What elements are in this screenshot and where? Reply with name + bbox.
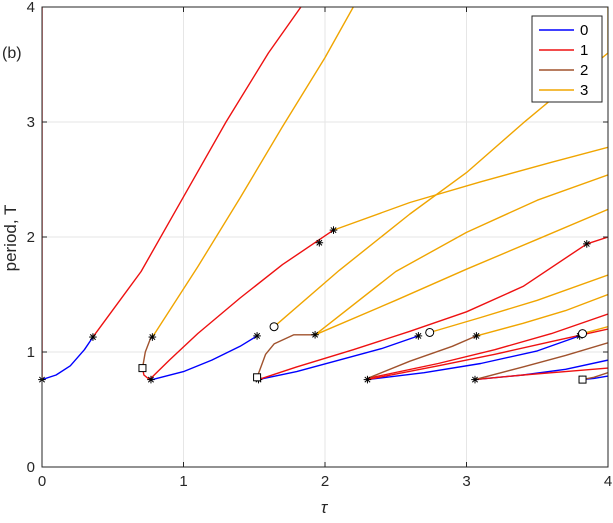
series-0-line bbox=[42, 336, 94, 381]
x-tick-label: 3 bbox=[462, 473, 470, 490]
star-marker bbox=[315, 238, 324, 247]
star-marker bbox=[414, 332, 423, 340]
series-1-line bbox=[367, 328, 608, 381]
legend-label-3: 3 bbox=[580, 82, 588, 99]
series-3-line bbox=[314, 174, 608, 336]
series-1-line bbox=[258, 236, 608, 381]
star-marker bbox=[471, 375, 479, 384]
series-2-line bbox=[474, 342, 608, 381]
legend-box bbox=[531, 15, 603, 103]
series-3-line bbox=[151, 7, 354, 338]
markers bbox=[38, 226, 591, 384]
series-1-line bbox=[141, 229, 334, 381]
legend-label-2: 2 bbox=[580, 62, 588, 79]
circle-marker bbox=[425, 327, 435, 337]
series-1-line bbox=[367, 313, 608, 380]
series-3-line bbox=[273, 7, 608, 328]
star-marker bbox=[363, 375, 372, 384]
series-2-line bbox=[256, 334, 316, 378]
y-tick-label: 4 bbox=[27, 0, 35, 16]
y-tick-label: 2 bbox=[27, 229, 35, 246]
star-marker bbox=[89, 333, 97, 341]
series-2-line bbox=[141, 336, 152, 369]
square-marker bbox=[138, 364, 147, 373]
star-marker bbox=[582, 240, 591, 248]
star-marker bbox=[148, 333, 157, 341]
star-marker bbox=[147, 375, 155, 384]
square-marker bbox=[578, 375, 587, 384]
x-tick-label: 2 bbox=[321, 473, 329, 490]
legend: 0 1 2 3 bbox=[531, 15, 603, 103]
x-tick-label: 4 bbox=[604, 473, 612, 490]
series-3-line bbox=[314, 208, 608, 336]
y-tick-label: 3 bbox=[27, 114, 35, 131]
legend-label-1: 1 bbox=[580, 42, 588, 59]
series-0-line bbox=[258, 335, 419, 381]
star-marker bbox=[472, 332, 481, 340]
series-lines bbox=[42, 7, 608, 381]
series-1-line bbox=[474, 367, 608, 381]
series-0-line bbox=[367, 335, 580, 381]
legend-label-0: 0 bbox=[580, 22, 588, 39]
x-tick-label: 1 bbox=[179, 473, 187, 490]
x-tick-label: 0 bbox=[38, 473, 46, 490]
y-tick-label: 1 bbox=[27, 344, 35, 361]
series-3-line bbox=[333, 146, 608, 231]
star-marker bbox=[311, 330, 319, 339]
y-axis-label: period, T bbox=[1, 205, 20, 272]
series-3-line bbox=[476, 293, 608, 337]
panel-label: (b) bbox=[2, 45, 22, 62]
star-marker bbox=[253, 332, 261, 340]
circle-marker bbox=[269, 322, 279, 332]
series-0-line bbox=[152, 335, 258, 381]
y-tick-label: 0 bbox=[27, 459, 35, 476]
square-marker bbox=[253, 373, 262, 382]
star-marker bbox=[329, 226, 338, 234]
x-axis-label: τ bbox=[321, 498, 329, 517]
circle-marker bbox=[578, 329, 588, 339]
series-2-line bbox=[367, 335, 477, 380]
ticks: 0 1 2 3 4 0 1 2 3 4 bbox=[27, 0, 613, 490]
series-3-line bbox=[429, 274, 608, 334]
series-1-line bbox=[92, 7, 302, 338]
